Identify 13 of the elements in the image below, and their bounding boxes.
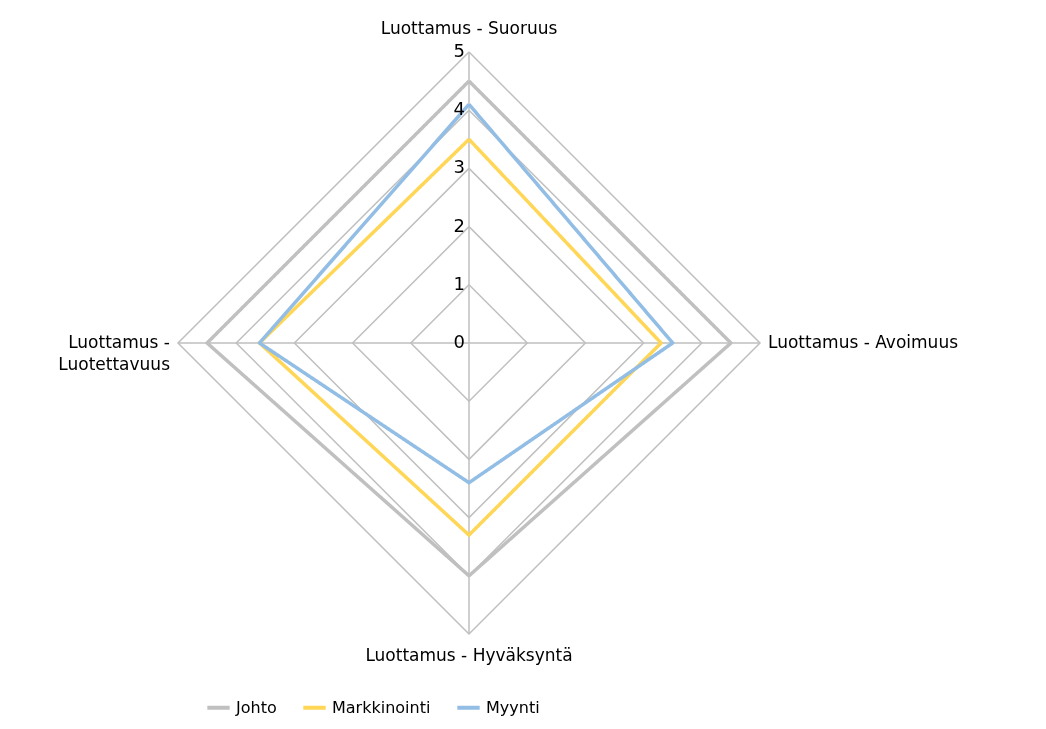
spoke-label: Luottamus - Hyväksyntä xyxy=(365,645,573,665)
legend-label: Myynti xyxy=(486,697,540,717)
spoke-label: Luottamus - Suoruus xyxy=(380,18,558,38)
y-tick-label: 4 xyxy=(453,98,465,120)
legend-label: Johto xyxy=(235,697,277,717)
y-tick-label: 5 xyxy=(453,40,465,61)
legend-label: Markkinointi xyxy=(332,697,431,717)
y-tick-label: 1 xyxy=(453,272,465,294)
y-tick-label: 3 xyxy=(453,156,465,178)
spoke-label: Luottamus - Luotettavuus xyxy=(58,332,171,374)
y-tick-label: 0 xyxy=(453,331,465,352)
spoke-label: Luottamus - Avoimuus xyxy=(768,332,959,352)
y-tick-label: 2 xyxy=(453,214,465,236)
